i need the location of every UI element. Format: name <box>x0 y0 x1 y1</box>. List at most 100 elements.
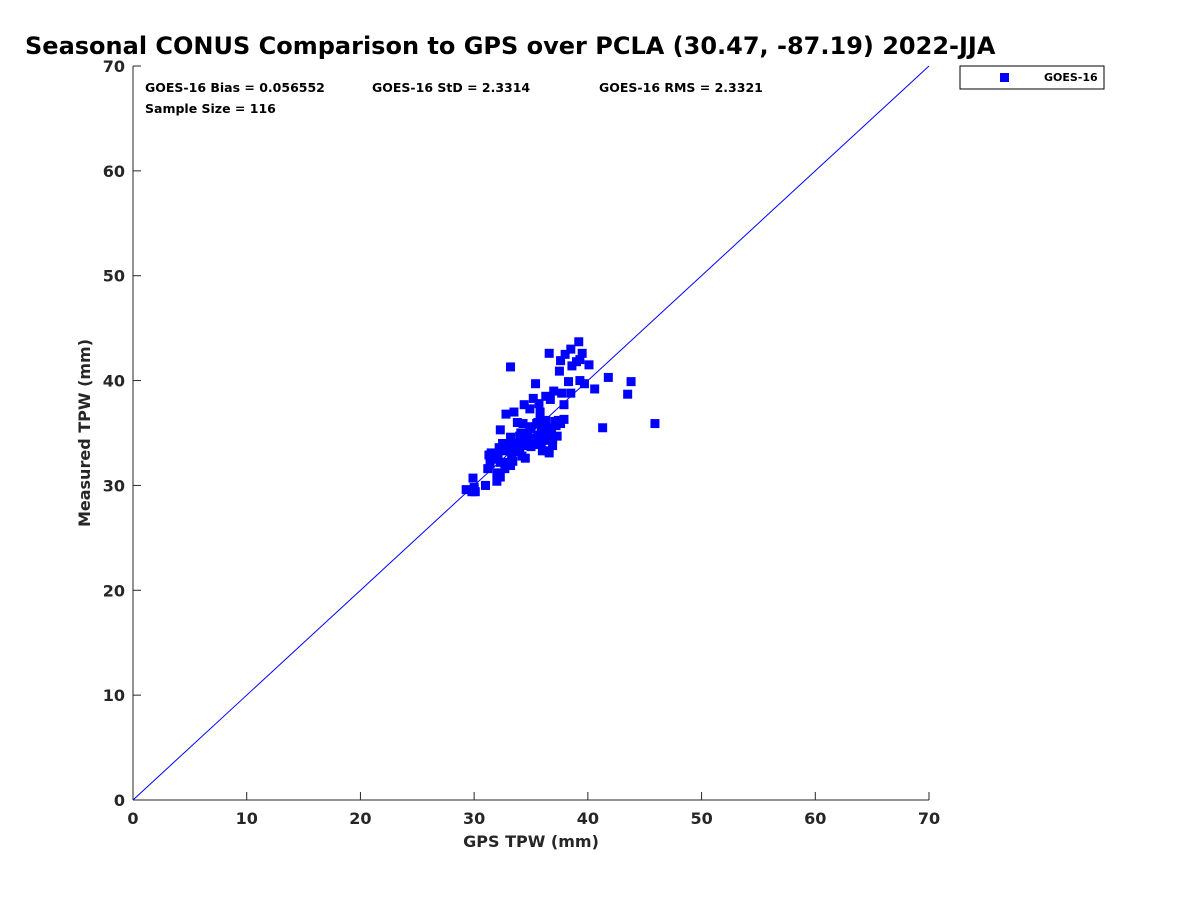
data-point <box>500 464 510 474</box>
data-point <box>623 389 633 399</box>
data-point <box>590 384 600 394</box>
data-point <box>504 443 514 453</box>
y-tick-label: 20 <box>103 581 125 600</box>
data-point <box>551 421 561 431</box>
x-tick-label: 20 <box>349 809 371 828</box>
data-point <box>506 362 516 372</box>
data-point <box>556 419 566 429</box>
data-point <box>501 409 511 419</box>
x-tick-label: 30 <box>463 809 485 828</box>
data-point <box>545 394 555 404</box>
data-point <box>506 432 516 442</box>
y-tick-label: 40 <box>103 372 125 391</box>
data-point <box>519 400 529 410</box>
y-tick-label: 50 <box>103 267 125 286</box>
legend-marker <box>1000 73 1009 82</box>
x-tick-label: 10 <box>236 809 258 828</box>
data-point <box>541 415 551 425</box>
data-point <box>544 348 554 358</box>
data-point <box>468 473 478 483</box>
data-point <box>484 450 494 460</box>
data-point <box>543 435 553 445</box>
data-point <box>469 485 479 495</box>
data-point <box>525 422 535 432</box>
data-point <box>559 400 569 410</box>
x-tick-label: 50 <box>690 809 712 828</box>
data-point <box>500 446 510 456</box>
data-point <box>509 407 519 417</box>
legend-box <box>959 65 1105 90</box>
legend-label: GOES-16 <box>1044 71 1098 84</box>
data-point <box>560 349 570 359</box>
data-point <box>520 441 530 451</box>
data-point <box>495 457 505 467</box>
data-point <box>549 386 559 396</box>
data-point <box>535 407 545 417</box>
data-point <box>495 425 505 435</box>
data-point <box>546 423 556 433</box>
data-point <box>575 376 585 386</box>
data-point <box>577 348 587 358</box>
legend: GOES-16 <box>959 65 1105 90</box>
data-point <box>539 424 549 434</box>
y-tick-label: 70 <box>103 57 125 76</box>
data-point <box>508 456 518 466</box>
y-axis-label: Measured TPW (mm) <box>75 339 94 527</box>
data-point <box>556 356 566 366</box>
data-point <box>481 480 491 490</box>
data-point <box>510 438 520 448</box>
data-point <box>533 418 543 428</box>
data-point <box>493 450 503 460</box>
data-point <box>531 379 541 389</box>
data-point <box>483 464 493 474</box>
y-tick-label: 30 <box>103 476 125 495</box>
data-point <box>548 441 558 451</box>
data-point <box>566 388 576 398</box>
data-point <box>566 344 576 354</box>
data-point <box>603 372 613 382</box>
data-point <box>650 419 660 429</box>
data-point <box>541 391 551 401</box>
axes: 0 10 20 30 40 50 60 70 0 10 20 30 40 50 60 70 <box>103 57 940 828</box>
data-point <box>507 449 517 459</box>
data-point <box>532 436 542 446</box>
x-axis-label: GPS TPW (mm) <box>463 832 599 851</box>
data-point <box>525 404 535 414</box>
rms-annotation: GOES-16 RMS = 2.3321 <box>599 80 763 95</box>
data-point <box>598 423 608 433</box>
data-point <box>584 360 594 370</box>
data-point <box>574 337 584 347</box>
data-markers <box>461 337 660 497</box>
data-point <box>564 377 574 387</box>
x-tick-label: 40 <box>577 809 599 828</box>
data-point <box>557 388 567 398</box>
data-point <box>495 472 505 482</box>
data-point <box>520 453 530 463</box>
bias-annotation: GOES-16 Bias = 0.056552 <box>145 80 325 95</box>
sample-size-annotation: Sample Size = 116 <box>145 101 276 116</box>
data-point <box>548 434 558 444</box>
data-point <box>461 485 471 495</box>
data-point <box>516 428 526 438</box>
y-tick-label: 10 <box>103 686 125 705</box>
data-point <box>554 366 564 376</box>
data-point <box>626 377 636 387</box>
data-point <box>518 419 528 429</box>
data-point <box>544 448 554 458</box>
data-point <box>534 399 544 409</box>
y-tick-label: 60 <box>103 162 125 181</box>
x-tick-label: 60 <box>804 809 826 828</box>
data-point <box>552 431 562 441</box>
data-point <box>528 393 538 403</box>
data-point <box>537 446 547 456</box>
data-point <box>567 361 577 371</box>
std-annotation: GOES-16 StD = 2.3314 <box>372 80 530 95</box>
y-tick-label: 0 <box>114 791 125 810</box>
chart-title: Seasonal CONUS Comparison to GPS over PC… <box>25 32 996 60</box>
x-tick-label: 0 <box>127 809 138 828</box>
x-tick-label: 70 <box>918 809 940 828</box>
data-point <box>512 418 522 428</box>
data-point <box>575 355 585 365</box>
data-point <box>579 379 589 389</box>
